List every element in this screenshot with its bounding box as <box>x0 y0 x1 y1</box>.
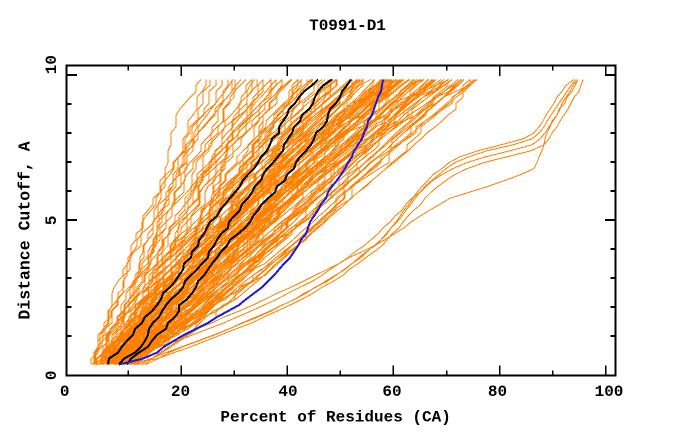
svg-text:100: 100 <box>595 383 624 401</box>
svg-text:20: 20 <box>171 383 190 401</box>
svg-text:5: 5 <box>43 215 61 225</box>
svg-text:0: 0 <box>43 370 61 380</box>
svg-text:80: 80 <box>488 383 507 401</box>
svg-text:10: 10 <box>43 55 61 74</box>
svg-text:0: 0 <box>60 383 70 401</box>
svg-text:Distance Cutoff, A: Distance Cutoff, A <box>15 141 34 319</box>
svg-text:Percent of Residues (CA): Percent of Residues (CA) <box>220 409 450 427</box>
svg-text:60: 60 <box>382 383 401 401</box>
svg-text:T0991-D1: T0991-D1 <box>309 17 386 35</box>
svg-text:40: 40 <box>278 383 297 401</box>
